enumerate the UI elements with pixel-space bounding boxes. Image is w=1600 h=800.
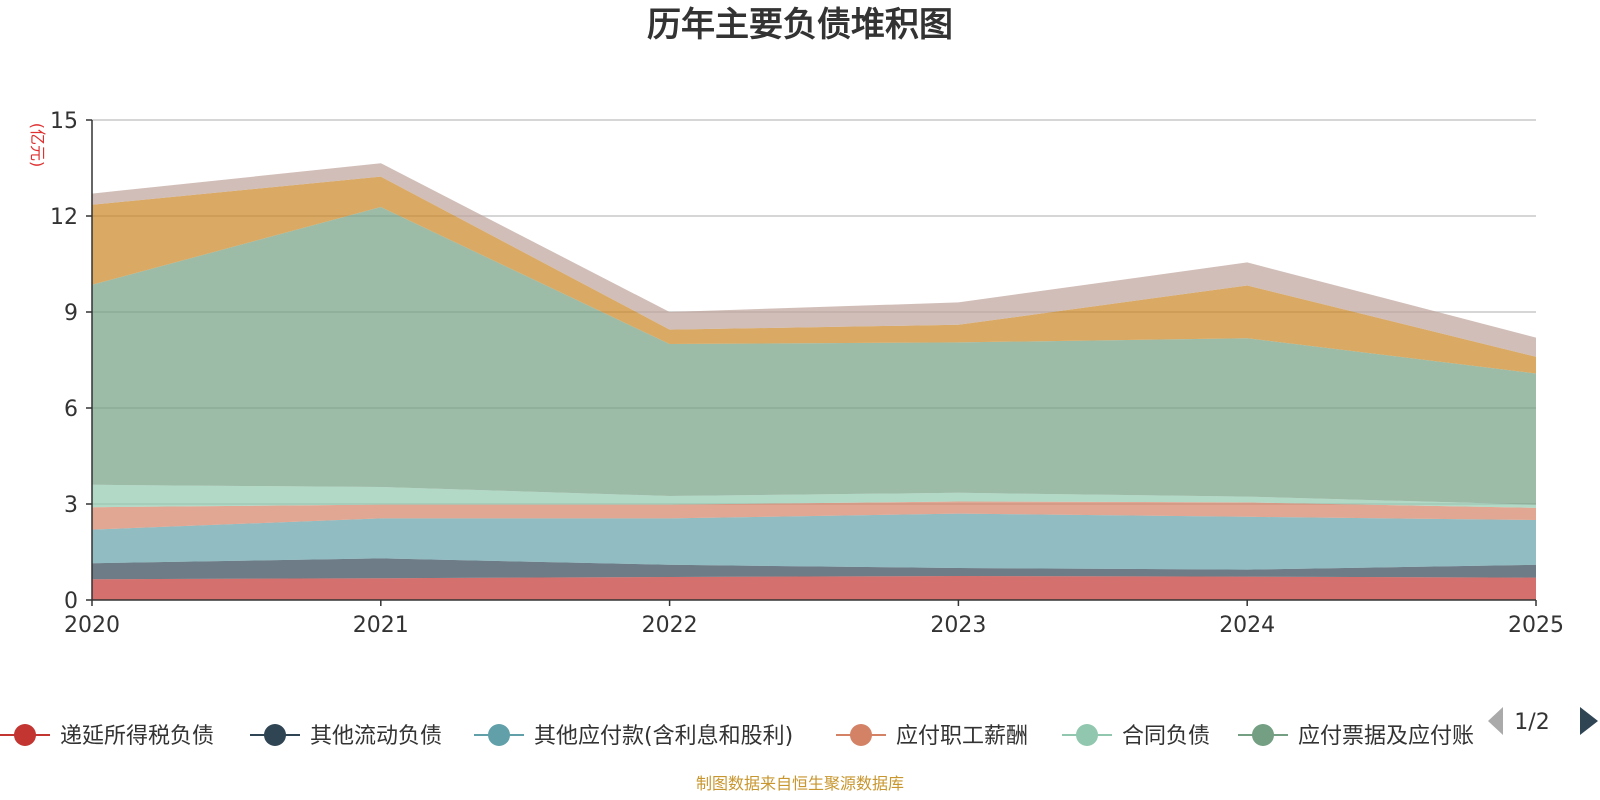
legend-circle-icon <box>264 724 286 746</box>
legend-item-1[interactable]: 其他流动负债 <box>250 724 442 749</box>
legend-circle-icon <box>1076 724 1098 746</box>
legend-prev-page-icon[interactable] <box>1488 707 1503 735</box>
legend: 递延所得税负债 其他流动负债 其他应付款(含利息和股利) 应付职工薪酬 合同负债 应付票据… <box>0 724 1474 749</box>
legend-pager: 1/2 <box>1488 707 1598 735</box>
x-tick-label-2021: 2021 <box>353 613 409 638</box>
y-tick-label-0: 0 <box>64 589 78 614</box>
legend-item-0[interactable]: 递延所得税负债 <box>0 724 214 749</box>
y-tick-label-6: 6 <box>64 397 78 422</box>
y-tick-label-9: 9 <box>64 301 78 326</box>
legend-label: 其他应付款(含利息和股利) <box>534 724 793 749</box>
legend-circle-icon <box>488 724 510 746</box>
legend-item-4[interactable]: 合同负债 <box>1062 724 1210 749</box>
legend-item-2[interactable]: 其他应付款(含利息和股利) <box>474 724 793 749</box>
chart-title: 历年主要负债堆积图 <box>647 5 953 45</box>
x-tick-label-2025: 2025 <box>1508 613 1564 638</box>
y-tick-label-12: 12 <box>50 205 78 230</box>
legend-label: 合同负债 <box>1122 724 1210 749</box>
x-tick-label-2023: 2023 <box>930 613 986 638</box>
x-tick-label-2020: 2020 <box>64 613 120 638</box>
legend-circle-icon <box>850 724 872 746</box>
area-series-3 <box>92 501 1536 530</box>
legend-label: 其他流动负债 <box>310 724 442 749</box>
legend-item-5[interactable]: 应付票据及应付账 <box>1238 724 1474 749</box>
legend-next-page-icon[interactable] <box>1580 707 1598 735</box>
legend-page-indicator: 1/2 <box>1514 710 1549 735</box>
legend-label: 应付职工薪酬 <box>896 724 1028 749</box>
y-axis-unit-label: (亿元) <box>28 123 47 168</box>
area-series-4 <box>92 484 1536 508</box>
legend-circle-icon <box>1252 724 1274 746</box>
x-tick-label-2022: 2022 <box>642 613 698 638</box>
area-series-2 <box>92 513 1536 570</box>
area-series-7 <box>92 163 1536 357</box>
legend-label: 应付票据及应付账 <box>1298 724 1474 749</box>
data-source-note: 制图数据来自恒生聚源数据库 <box>696 774 904 793</box>
area-series-layer <box>92 163 1536 600</box>
legend-label: 递延所得税负债 <box>60 724 214 749</box>
y-tick-label-3: 3 <box>64 493 78 518</box>
area-series-0 <box>92 576 1536 600</box>
legend-item-3[interactable]: 应付职工薪酬 <box>836 724 1028 749</box>
y-tick-label-15: 15 <box>50 109 78 134</box>
x-tick-label-2024: 2024 <box>1219 613 1275 638</box>
area-series-1 <box>92 558 1536 580</box>
axes: 0 3 6 9 12 15 2020 2021 2022 2023 2024 2025 <box>50 109 1564 638</box>
area-series-5 <box>92 207 1536 505</box>
area-series-6 <box>92 176 1536 374</box>
legend-circle-icon <box>14 724 36 746</box>
